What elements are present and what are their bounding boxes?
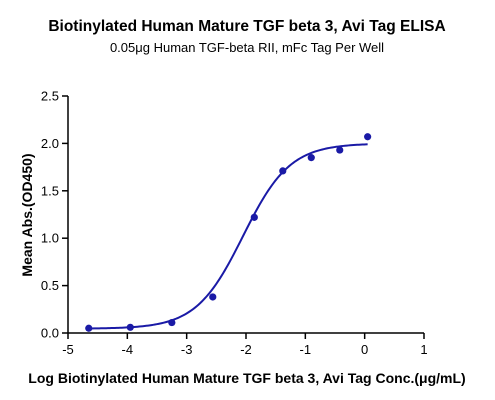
- x-tick-label: -4: [122, 342, 134, 357]
- y-tick-label: 0.5: [41, 278, 59, 293]
- x-tick-label: 0: [361, 342, 368, 357]
- y-tick-label: 1.5: [41, 183, 59, 198]
- y-tick-label: 0.0: [41, 326, 59, 341]
- plot-area: -5 -4 -3 -2 -1 0 1 0.0 0.5 1.0 1.5 2.0 2.5: [41, 89, 428, 358]
- y-tick-label: 2.5: [41, 89, 59, 104]
- x-tick-label: -3: [181, 342, 193, 357]
- y-axis-title: Mean Abs.(OD450): [19, 153, 35, 276]
- x-tick-label: -5: [62, 342, 74, 357]
- y-tick-label: 2.0: [41, 136, 59, 151]
- data-point: [307, 154, 315, 162]
- data-point: [336, 146, 344, 154]
- data-point: [279, 167, 287, 175]
- x-tick-label: 1: [420, 342, 427, 357]
- fit-curve: [88, 143, 368, 330]
- data-point: [364, 133, 372, 141]
- x-axis-title: Log Biotinylated Human Mature TGF beta 3…: [28, 370, 465, 386]
- data-point: [209, 293, 217, 301]
- data-point: [126, 323, 134, 331]
- y-tick-label: 1.0: [41, 231, 59, 246]
- chart-subtitle: 0.05μg Human TGF-beta RII, mFc Tag Per W…: [110, 40, 384, 55]
- chart-title: Biotinylated Human Mature TGF beta 3, Av…: [48, 18, 445, 35]
- x-tick-label: -1: [300, 342, 312, 357]
- data-point: [250, 213, 258, 221]
- data-point: [168, 318, 176, 327]
- data-point: [85, 324, 93, 332]
- x-tick-label: -2: [240, 342, 252, 357]
